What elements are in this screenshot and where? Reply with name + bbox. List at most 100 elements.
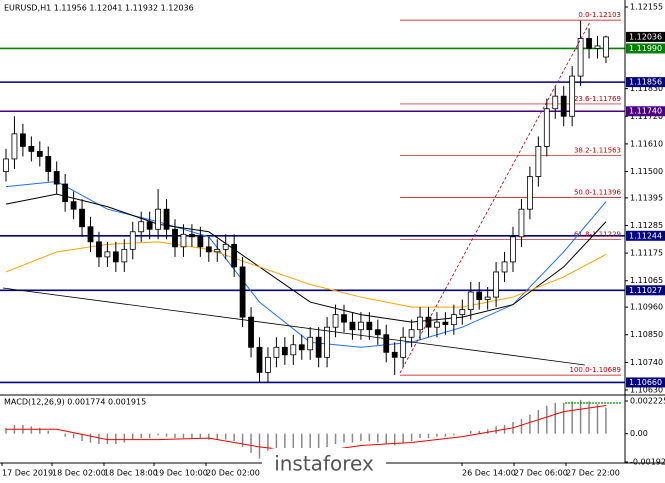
candle-body	[383, 334, 390, 353]
macd-label: MACD(12,26,9) 0.001774 0.001915	[4, 398, 146, 407]
candle-body	[79, 208, 85, 228]
candle-body	[324, 326, 331, 358]
candle-body	[467, 291, 474, 311]
candle-body	[155, 208, 162, 230]
candle-body	[357, 321, 364, 331]
candle-body	[434, 321, 440, 328]
x-tick-label: 17 Dec 2019	[2, 469, 53, 478]
fibo-label: 100.0-1.10689	[569, 366, 621, 374]
candle-body	[104, 251, 111, 258]
candle-body	[349, 321, 356, 331]
moving-average	[5, 193, 607, 323]
fibo-label: 61.8-1.11229	[574, 231, 621, 239]
candle-body	[569, 75, 576, 117]
level-label: 1.11990	[629, 44, 662, 53]
candle-body	[70, 201, 77, 210]
x-tick-label: 27 Dec 06:00	[514, 469, 568, 478]
candle-body	[281, 346, 288, 356]
y-tick-label: 1.11065	[630, 276, 663, 285]
x-tick-label: 18 Dec 02:00	[52, 469, 106, 478]
candle-body	[11, 133, 18, 160]
plot-layer: 1.12155 1.11830 1.11720 1.11610 1.11500 1.113…	[0, 3, 665, 478]
candle-body	[53, 171, 60, 185]
candle-body	[391, 351, 398, 358]
candle-body	[603, 36, 609, 58]
candle-body	[298, 344, 305, 351]
x-tick-label: 20 Dec 02:00	[206, 469, 260, 478]
candle-body	[222, 243, 229, 250]
candle-body	[510, 236, 516, 263]
candle-body	[552, 95, 559, 110]
candle-body	[172, 228, 178, 248]
level-label-box	[626, 285, 665, 296]
candle-body	[197, 236, 204, 248]
candle-body	[290, 344, 297, 356]
candle-body	[501, 261, 508, 273]
candle-body	[87, 226, 94, 243]
y-tick-label: 1.10850	[630, 330, 663, 339]
candle-body	[188, 233, 195, 238]
candle-body	[129, 231, 136, 250]
candle-body	[273, 346, 280, 358]
fibo-label: 0.0-1.12103	[578, 11, 621, 19]
candle-body	[96, 241, 102, 258]
x-tick-label: 26 Dec 14:00	[462, 469, 516, 478]
macd-tick-label: 0.002225	[630, 397, 665, 406]
y-tick-label: 1.11610	[630, 139, 663, 148]
candle-body	[180, 233, 187, 248]
level-label-box	[626, 230, 665, 241]
y-tick-label: 1.11175	[630, 249, 663, 258]
candle-body	[442, 321, 449, 326]
candle-body	[3, 158, 9, 172]
candle-body	[112, 251, 119, 263]
y-tick-label: 1.11830	[630, 84, 663, 93]
y-tick-label: 1.10960	[630, 303, 663, 312]
candle-body	[408, 329, 415, 338]
macd-tick-label: 0.00	[630, 429, 648, 438]
candle-body	[535, 145, 542, 177]
candle-body	[594, 45, 601, 49]
candle-body	[527, 176, 533, 210]
candle-body	[239, 266, 246, 318]
candle-body	[28, 145, 35, 152]
candle-body	[265, 356, 271, 373]
fibo-trend-line	[399, 21, 591, 374]
candle-body	[577, 38, 584, 77]
candle-body	[19, 133, 26, 147]
candle-body	[138, 221, 145, 233]
candle-body	[315, 336, 322, 358]
macd-tick-label: -0.001925	[630, 458, 665, 467]
candle-body	[231, 243, 238, 268]
watermark: instaforex	[274, 452, 374, 476]
candle-body	[248, 316, 254, 348]
candle-body	[400, 336, 407, 358]
y-tick-label: 1.10630	[630, 385, 663, 394]
candle-body	[62, 183, 69, 203]
level-label-box	[626, 43, 665, 54]
fibo-label: 23.6-1.11769	[574, 95, 621, 103]
chart-header: EURUSD,H1 1.11956 1.12041 1.11932 1.1203…	[4, 4, 194, 13]
level-label: 1.11027	[629, 286, 662, 295]
candle-body	[146, 221, 153, 230]
current-price-label: 1.12036	[629, 32, 662, 41]
y-tick-label: 1.11395	[630, 193, 663, 202]
candle-body	[484, 296, 491, 300]
fibo-label: 50.0-1.11396	[574, 189, 622, 197]
y-tick-label: 1.11720	[630, 112, 663, 121]
level-label: 1.10660	[629, 378, 662, 387]
overlay-layer: 1.11990 1.11856 1.11740 1.11244 1.11027 1.106…	[626, 31, 665, 388]
candle-body	[586, 38, 592, 49]
level-label-box	[626, 77, 665, 88]
candle-body	[341, 314, 347, 323]
y-tick-label: 1.11285	[630, 221, 663, 230]
candle-body	[121, 248, 128, 263]
fibo-label: 38.2-1.11563	[574, 147, 621, 155]
candle-body	[45, 156, 52, 172]
candle-body	[332, 314, 339, 328]
level-label: 1.11244	[629, 231, 662, 240]
candle-body	[374, 329, 381, 336]
x-tick-label: 19 Dec 10:00	[154, 469, 208, 478]
candle-body	[518, 208, 525, 238]
candle-body	[417, 316, 423, 331]
